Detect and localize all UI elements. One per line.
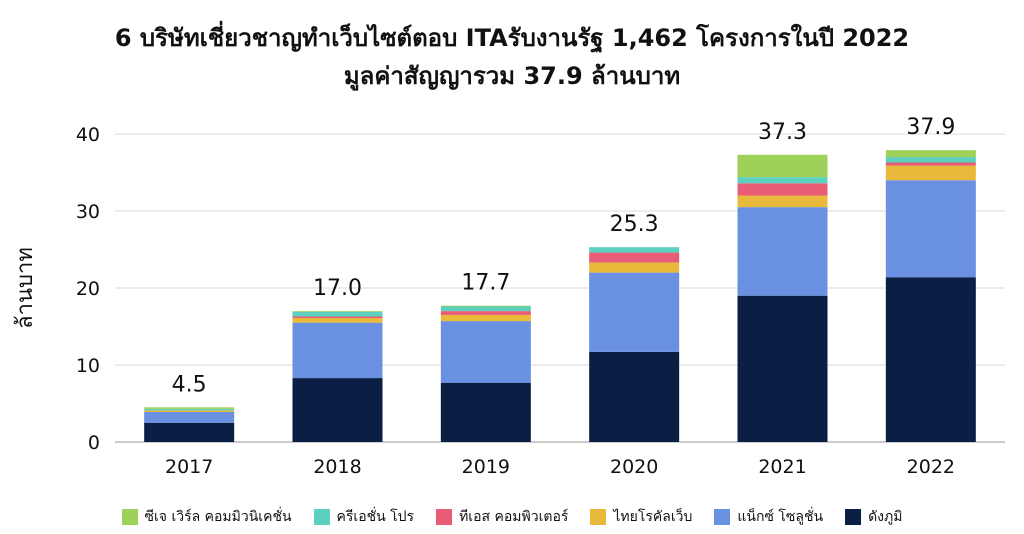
y-tick-label: 0 — [88, 432, 100, 454]
legend-swatch — [121, 509, 138, 525]
bar-total-label: 4.5 — [172, 372, 207, 397]
legend-label: ซีเจ เวิร์ล คอมมิวนิเคชั่น — [144, 509, 292, 525]
bar-total-label: 17.7 — [461, 271, 510, 296]
bar-segment — [292, 378, 383, 442]
x-tick-label: 2018 — [313, 456, 361, 478]
bar-total-label: 37.3 — [758, 120, 807, 145]
y-tick-label: 30 — [76, 201, 100, 223]
bar-segment — [440, 305, 531, 307]
legend-swatch — [714, 509, 731, 525]
legend-label: แน็กซ์ โซลูชั่น — [737, 509, 824, 525]
bar-segment — [440, 382, 531, 442]
bar-segment — [292, 322, 383, 379]
bar-segment — [737, 183, 828, 196]
bar-segment — [292, 311, 383, 317]
chart-subtitle: มูลค่าสัญญารวม 37.9 ล้านบาท — [343, 62, 681, 90]
bar-segment — [885, 150, 976, 158]
legend-item: ซีเจ เวิร์ล คอมมิวนิเคชั่น — [121, 506, 292, 528]
legend-label: ครีเอชั่น โปร — [336, 509, 415, 525]
legend-item: ไทยโรคัลเว็บ — [590, 506, 692, 528]
bar-total-label: 17.0 — [313, 276, 362, 301]
bar-segment — [737, 177, 828, 184]
legend-label: ไทยโรคัลเว็บ — [613, 509, 693, 525]
bar-segment — [589, 252, 680, 263]
bar-segment — [885, 277, 976, 442]
bar-segment — [589, 262, 680, 273]
legend-item: ดังภูมิ — [845, 506, 902, 528]
bar-segment — [292, 318, 383, 323]
x-tick-label: 2020 — [610, 456, 658, 478]
legend-label: ดังภูมิ — [868, 509, 903, 525]
bar-segment — [737, 154, 828, 178]
bar-segment — [737, 195, 828, 208]
bar-segment — [144, 407, 235, 409]
x-tick-label: 2019 — [462, 456, 510, 478]
chart-title: 6 บริษัทเชี่ยวชาญทำเว็บไซต์ตอบ ITAรับงาน… — [114, 24, 910, 52]
bar-segment — [292, 316, 383, 319]
legend-item: ครีเอชั่น โปร — [313, 506, 415, 528]
bar-total-label: 25.3 — [610, 212, 659, 237]
bar-segment — [737, 207, 828, 296]
y-axis-label: ล้านบาท — [13, 247, 38, 329]
bar-segment — [292, 311, 383, 312]
bar-segment — [144, 410, 235, 412]
bar-segment — [144, 411, 235, 423]
bar-segment — [440, 321, 531, 383]
bar-segment — [440, 306, 531, 312]
legend-item: แน็กซ์ โซลูชั่น — [714, 506, 823, 528]
stacked-bar-chart: 0 10 20 30 40 ล้านบาท 4.5 2017 17.0 2018 17.7 2019 2… — [13, 115, 1005, 478]
bar-segment — [885, 180, 976, 278]
legend-swatch — [845, 509, 862, 525]
y-tick-label: 10 — [76, 355, 100, 377]
x-tick-label: 2022 — [907, 456, 955, 478]
bar-segment — [885, 162, 976, 166]
bar-segment — [885, 165, 976, 181]
bar-total-label: 37.9 — [906, 115, 955, 140]
bar-segment — [144, 422, 235, 442]
legend-swatch — [436, 509, 453, 525]
x-tick-label: 2017 — [165, 456, 213, 478]
bar-segment — [440, 314, 531, 322]
legend-item: ทีเอส คอมพิวเตอร์ — [436, 506, 568, 528]
bar-segment — [589, 351, 680, 442]
bar-segment — [440, 311, 531, 315]
legend-swatch — [590, 509, 607, 525]
bar-segment — [144, 408, 235, 411]
bar-segment — [737, 295, 828, 442]
legend-label: ทีเอส คอมพิวเตอร์ — [459, 509, 569, 525]
y-tick-label: 20 — [76, 278, 100, 300]
legend-swatch — [313, 509, 330, 525]
x-tick-label: 2021 — [758, 456, 806, 478]
chart-legend: ซีเจ เวิร์ล คอมมิวนิเคชั่น ครีเอชั่น โปร ท… — [0, 503, 1024, 531]
bar-segment — [589, 272, 680, 352]
y-tick-label: 40 — [76, 124, 100, 146]
bar-segment — [589, 247, 680, 253]
bar-segment — [885, 157, 976, 163]
